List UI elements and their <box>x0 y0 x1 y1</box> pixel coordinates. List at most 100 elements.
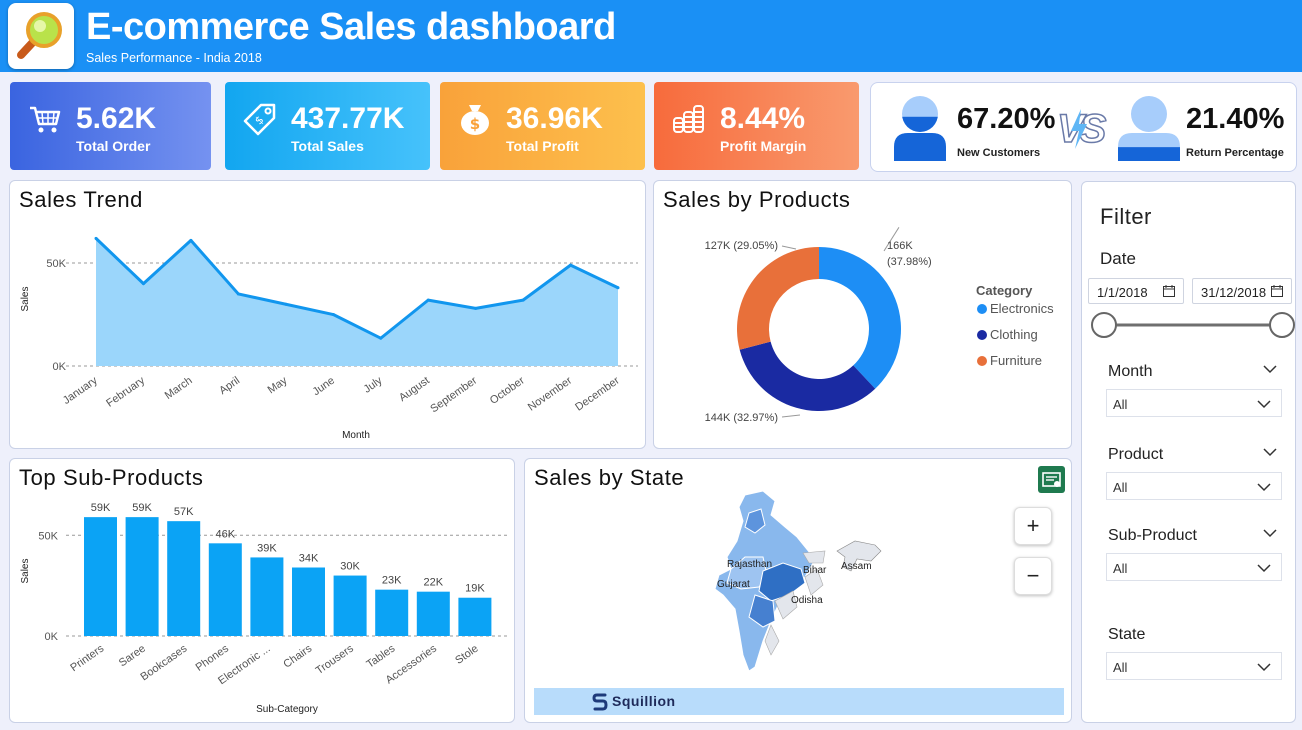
x-tick-label: August <box>397 375 432 404</box>
svg-text:$: $ <box>470 115 480 133</box>
date-label: Date <box>1100 249 1136 268</box>
sales-trend-chart[interactable]: 0K 50K January February March April May June Jul… <box>10 181 647 450</box>
calendar-icon <box>1271 285 1283 297</box>
state-dropdown[interactable]: All <box>1106 652 1282 680</box>
kpi-label: Profit Margin <box>720 138 807 154</box>
map-label-odisha: Odisha <box>791 595 823 606</box>
x-tick-label: Phones <box>194 642 232 674</box>
x-tick-label: July <box>362 374 385 395</box>
x-tick-label: March <box>163 375 195 402</box>
chevron-down-icon <box>1257 564 1271 573</box>
svg-text:$: $ <box>252 113 266 127</box>
sales-by-products-panel: Sales by Products 166K (37.98%) 144K (32.9… <box>653 180 1072 449</box>
zoom-out-button[interactable]: − <box>1014 557 1052 595</box>
date-from-input[interactable]: 1/1/2018 <box>1088 278 1184 304</box>
data-point <box>379 336 383 340</box>
new-customers-label: New Customers <box>957 147 1041 159</box>
map-label-rajasthan: Rajasthan <box>727 559 772 570</box>
top-sub-products-title: Top Sub-Products <box>19 465 204 490</box>
bar-9 <box>458 597 492 636</box>
coins-icon <box>673 105 704 133</box>
brand-banner: Squillion <box>534 688 1064 715</box>
x-tick-label: October <box>488 374 527 406</box>
bar-data-label: 39K <box>257 542 277 554</box>
legend-dot-clothing <box>977 330 987 340</box>
sub-product-dropdown[interactable]: All <box>1106 553 1282 581</box>
page-subtitle: Sales Performance - India 2018 <box>86 51 262 65</box>
logo <box>8 3 74 69</box>
date-to-input[interactable]: 31/12/2018 <box>1192 278 1292 304</box>
customer-comparison-card: 67.20% New Customers VS 21.40% Return Pe… <box>870 82 1297 172</box>
chevron-down-icon[interactable] <box>1263 448 1277 457</box>
focus-mode-icon <box>1042 472 1061 487</box>
kpi-profit-margin: 8.44% Profit Margin <box>654 82 859 170</box>
top-sub-products-chart[interactable]: 0K 50K 59K Printers 59K Saree 57K Bookcases 46K P… <box>10 459 516 724</box>
magnifier-icon <box>17 12 62 59</box>
money-bag-icon: $ <box>461 105 489 135</box>
price-tag-icon: $ <box>243 103 276 136</box>
return-percentage-label: Return Percentage <box>1186 147 1284 159</box>
x-tick-label: Printers <box>68 642 106 674</box>
legend-label-furniture: Furniture <box>990 353 1042 368</box>
kpi-total-profit: $ 36.96K Total Profit <box>440 82 645 170</box>
india-state-map[interactable]: Rajasthan Bihar Assam Gujarat Odisha <box>705 491 895 681</box>
kpi-value: 437.77K <box>291 102 405 135</box>
bar-data-label: 57K <box>174 506 194 518</box>
sub-product-value: All <box>1113 561 1128 576</box>
state-label: State <box>1108 626 1146 643</box>
y-tick-label: 50K <box>38 530 58 542</box>
y-axis-title: Sales <box>20 286 31 311</box>
x-axis-title: Month <box>342 430 370 441</box>
x-tick-label: Stole <box>453 643 480 667</box>
sales-trend-title: Sales Trend <box>19 187 144 212</box>
product-label: Product <box>1108 446 1164 463</box>
chevron-down-icon <box>1257 663 1271 672</box>
leader-line <box>883 227 900 252</box>
y-tick-label: 0K <box>45 631 59 643</box>
sales-trend-panel: Sales Trend 0K 50K January February March Apr… <box>9 180 646 449</box>
legend-title: Category <box>976 283 1033 298</box>
electronics-data-label: 166K <box>887 240 913 252</box>
bar-data-label: 19K <box>465 583 485 595</box>
date-range-slider[interactable] <box>1090 310 1297 340</box>
legend-dot-electronics <box>977 304 987 314</box>
zoom-in-button[interactable]: + <box>1014 507 1052 545</box>
bar-7 <box>375 589 409 636</box>
leader-line <box>781 245 797 250</box>
donut-slice-furniture <box>737 247 819 350</box>
data-point <box>236 292 240 296</box>
bar-data-label: 30K <box>340 561 360 573</box>
bar-6 <box>333 575 367 636</box>
chevron-down-icon[interactable] <box>1263 529 1277 538</box>
dashboard-header: E-commerce Sales dashboard Sales Perform… <box>0 0 1302 72</box>
bar-3 <box>208 543 242 636</box>
bar-data-label: 23K <box>382 575 402 587</box>
cart-icon <box>30 106 61 133</box>
data-point <box>141 282 145 286</box>
filter-title: Filter <box>1100 204 1152 229</box>
x-tick-label: Tables <box>364 642 397 670</box>
month-dropdown[interactable]: All <box>1106 389 1282 417</box>
slider-start-handle <box>1091 312 1117 338</box>
sales-by-products-donut[interactable]: 166K (37.98%) 144K (32.97%) 127K (29.05%) Ca… <box>654 181 1073 450</box>
kpi-total-order: 5.62K Total Order <box>10 82 211 170</box>
map-label-bihar: Bihar <box>803 565 827 576</box>
product-dropdown[interactable]: All <box>1106 472 1282 500</box>
sub-product-label: Sub-Product <box>1108 527 1197 544</box>
chevron-down-icon[interactable] <box>1263 365 1277 374</box>
focus-mode-button[interactable] <box>1038 466 1065 493</box>
brand-name: Squillion <box>612 693 676 709</box>
return-customer-user-icon <box>1118 96 1180 161</box>
bar-data-label: 46K <box>216 528 236 540</box>
x-tick-label: February <box>104 374 147 409</box>
x-tick-label: Saree <box>117 643 148 670</box>
state-value: All <box>1113 660 1128 675</box>
sales-by-state-panel: Sales by State Rajasthan Bihar Assam Guj… <box>524 458 1072 723</box>
sales-area-fill <box>96 238 618 366</box>
product-value: All <box>1113 480 1128 495</box>
squillion-logo-icon <box>592 693 608 711</box>
kpi-label: Total Profit <box>506 138 579 154</box>
y-tick-label: 0K <box>53 361 67 373</box>
electronics-data-percent: (37.98%) <box>887 256 932 268</box>
data-point <box>616 286 620 290</box>
